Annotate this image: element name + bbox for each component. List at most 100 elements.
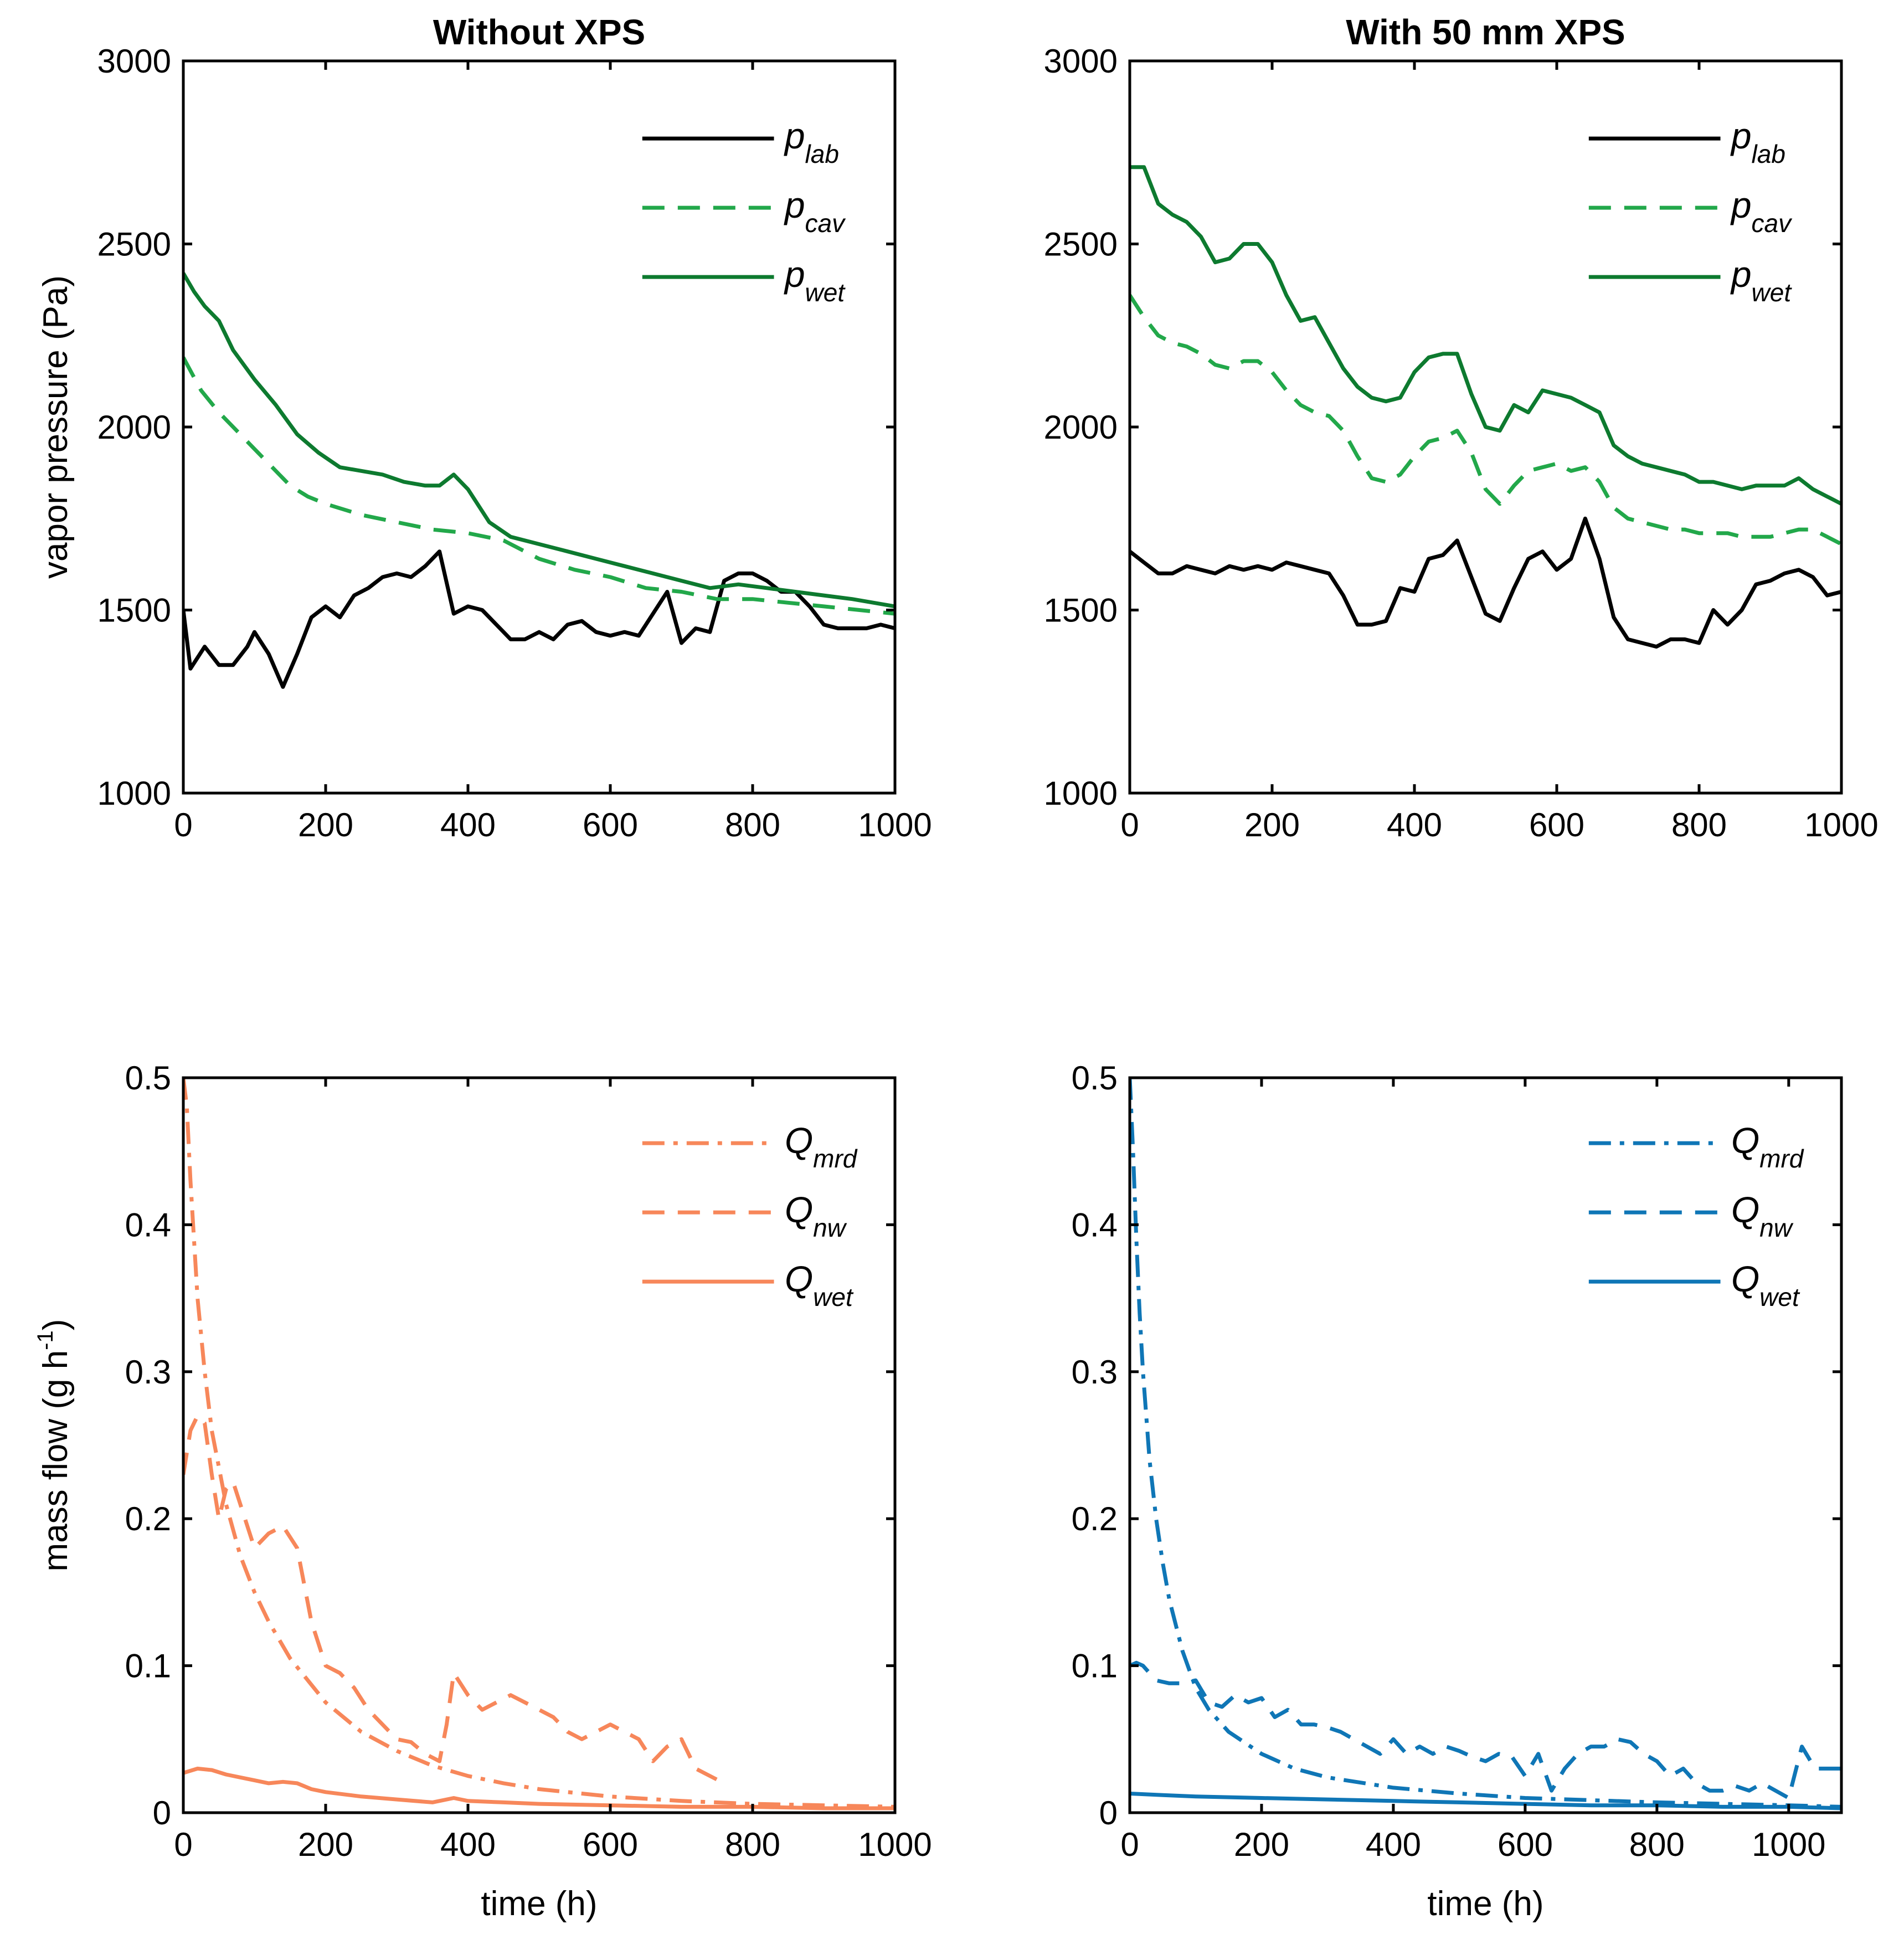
legend-label-lab: plab xyxy=(1730,115,1785,168)
legend-label-main: Q xyxy=(785,1258,813,1299)
legend-label-main: p xyxy=(1730,115,1752,156)
series-line-nw xyxy=(183,1413,725,1786)
legend-label-sub: mrd xyxy=(1759,1144,1804,1173)
series-line-wet xyxy=(183,272,895,609)
axes-frame xyxy=(1128,1076,1843,1814)
legend-label-wet: Qwet xyxy=(1731,1258,1800,1311)
legend-label-main: p xyxy=(784,254,805,295)
y-tick-label: 0.1 xyxy=(125,1648,171,1685)
x-tick-label: 600 xyxy=(1529,806,1584,843)
x-tick-label: 0 xyxy=(174,1826,192,1863)
y-axis-label-sup: -1 xyxy=(33,1330,58,1350)
x-tick-label: 200 xyxy=(1244,806,1300,843)
legend-label-sub: nw xyxy=(813,1213,847,1242)
legend-label-main: Q xyxy=(1731,1189,1759,1230)
y-tick-label: 0.4 xyxy=(1072,1206,1118,1243)
series-line-mrd xyxy=(1130,1078,1841,1809)
x-axis-label: time (h) xyxy=(1427,1885,1543,1923)
y-tick-label: 1000 xyxy=(1044,775,1118,812)
legend-label-sub: mrd xyxy=(813,1144,858,1173)
legend-label-nw: Qnw xyxy=(1731,1189,1794,1242)
legend-label-main: Q xyxy=(1731,1258,1759,1299)
legend-label-wet: Qwet xyxy=(785,1258,854,1311)
series-line-wet xyxy=(1130,165,1841,506)
x-tick-label: 200 xyxy=(1234,1826,1289,1863)
series-line-wet xyxy=(183,1766,895,1810)
x-tick-label: 0 xyxy=(1120,1826,1139,1863)
x-tick-label: 0 xyxy=(1120,806,1139,843)
y-tick-label: 0.1 xyxy=(1072,1648,1118,1685)
x-tick-label: 600 xyxy=(583,806,638,843)
x-tick-label: 400 xyxy=(440,1826,496,1863)
x-tick-label: 800 xyxy=(1629,1826,1685,1863)
x-tick-label: 800 xyxy=(725,1826,780,1863)
legend-label-sub: wet xyxy=(1759,1283,1800,1311)
legend-label-mrd: Qmrd xyxy=(1731,1120,1804,1173)
legend-label-main: p xyxy=(1730,254,1752,295)
x-tick-label: 200 xyxy=(298,1826,353,1863)
chart-top-right: 0 200 400 600 800 1000 1000 1500 2000 2500 3000 Wit… xyxy=(1044,12,1879,843)
x-tick-label: 1000 xyxy=(1752,1826,1825,1863)
y-tick-label: 0.5 xyxy=(1072,1059,1118,1097)
y-tick-label: 2000 xyxy=(97,409,171,446)
x-axis-label: time (h) xyxy=(481,1885,597,1923)
y-tick-label: 0.2 xyxy=(125,1500,171,1537)
legend-label-mrd: Qmrd xyxy=(785,1120,858,1173)
x-tick-label: 1000 xyxy=(1804,806,1878,843)
legend-label-sub: wet xyxy=(805,278,846,307)
legend-label-sub: cav xyxy=(805,209,847,238)
x-tick-label: 400 xyxy=(1387,806,1442,843)
y-tick-label: 3000 xyxy=(1044,43,1118,80)
x-tick-label: 200 xyxy=(298,806,353,843)
y-tick-label: 2000 xyxy=(1044,409,1118,446)
legend-label-main: Q xyxy=(1731,1120,1759,1161)
series-line-mrd xyxy=(183,1078,895,1809)
legend-label-wet: pwet xyxy=(1730,254,1793,307)
chart-bottom-left: 0 200 400 600 800 1000 0 0.1 0.2 0.3 0.4 0.5 time (h… xyxy=(33,1059,932,1923)
y-tick-label: 0.5 xyxy=(125,1059,171,1097)
legend-label-lab: plab xyxy=(784,115,839,168)
x-tick-label: 800 xyxy=(1671,806,1727,843)
chart-top-left: 0 200 400 600 800 1000 1000 1500 2000 2500 3000 Wit… xyxy=(37,12,932,843)
legend-label-main: Q xyxy=(785,1120,813,1161)
x-tick-label: 400 xyxy=(1366,1826,1421,1863)
x-tick-label: 800 xyxy=(725,806,780,843)
series-line-wet xyxy=(1130,1792,1841,1810)
legend-label-sub: lab xyxy=(805,140,839,168)
y-axis-label: vapor pressure (Pa) xyxy=(37,275,75,579)
legend-label-sub: wet xyxy=(1752,278,1793,307)
series-line-lab xyxy=(1130,516,1841,649)
y-tick-label: 0.4 xyxy=(125,1206,171,1243)
legend-label-cav: pcav xyxy=(1730,184,1793,238)
legend-label-nw: Qnw xyxy=(785,1189,847,1242)
chart-title: Without XPS xyxy=(433,12,645,52)
chart-title: With 50 mm XPS xyxy=(1346,12,1625,52)
y-tick-label: 0.3 xyxy=(125,1354,171,1391)
y-tick-label: 0 xyxy=(1099,1794,1118,1832)
legend-label-sub: nw xyxy=(1759,1213,1794,1242)
legend-label-sub: cav xyxy=(1752,209,1793,238)
x-tick-label: 600 xyxy=(583,1826,638,1863)
legend-label-sub: lab xyxy=(1752,140,1785,168)
series-line-nw xyxy=(1130,1660,1841,1800)
chart-bottom-right: 0 200 400 600 800 1000 0 0.1 0.2 0.3 0.4 0.5 time (h… xyxy=(1072,1059,1843,1923)
x-tick-label: 400 xyxy=(440,806,496,843)
y-tick-label: 1000 xyxy=(97,775,171,812)
y-tick-label: 1500 xyxy=(1044,592,1118,629)
axes-frame xyxy=(182,1076,897,1814)
legend-label-main: p xyxy=(784,184,805,225)
legend-label-main: p xyxy=(1730,184,1752,225)
legend-label-main: p xyxy=(784,115,805,156)
legend-label-sub: wet xyxy=(813,1283,854,1311)
legend-label-cav: pcav xyxy=(784,184,846,238)
x-tick-label: 1000 xyxy=(858,1826,932,1863)
x-tick-label: 1000 xyxy=(858,806,932,843)
y-tick-label: 2500 xyxy=(1044,226,1118,263)
series-line-cav xyxy=(1130,294,1841,546)
y-tick-label: 0 xyxy=(153,1794,171,1832)
x-tick-label: 0 xyxy=(174,806,192,843)
x-tick-label: 600 xyxy=(1498,1826,1553,1863)
legend-label-main: Q xyxy=(785,1189,813,1230)
y-axis-label: mass flow (g h-1) xyxy=(33,1319,75,1572)
